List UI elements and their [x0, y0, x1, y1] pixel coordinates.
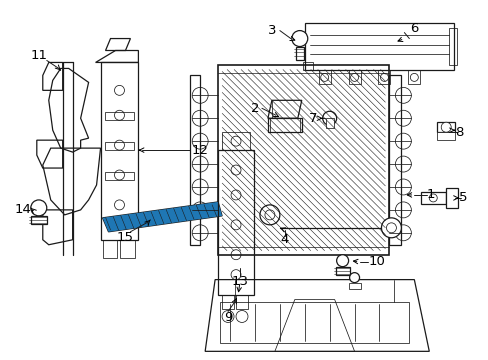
Bar	[101, 62, 138, 240]
Text: 9: 9	[224, 311, 232, 324]
Bar	[421, 192, 446, 204]
Bar	[220, 302, 408, 343]
Bar	[407, 71, 420, 84]
Bar	[190, 75, 200, 245]
Bar	[218, 66, 388, 255]
Circle shape	[222, 310, 234, 323]
Text: 3: 3	[267, 24, 276, 37]
Bar	[436, 122, 454, 132]
Text: 6: 6	[409, 22, 418, 35]
Circle shape	[260, 205, 279, 225]
Text: 5: 5	[458, 192, 467, 204]
Bar	[335, 267, 349, 275]
Circle shape	[322, 111, 336, 125]
Text: 11: 11	[30, 49, 47, 62]
Circle shape	[291, 31, 307, 46]
Text: 8: 8	[454, 126, 463, 139]
Bar	[446, 188, 457, 208]
Bar	[236, 294, 247, 310]
Text: 7: 7	[308, 112, 316, 125]
Bar	[104, 112, 134, 120]
Bar	[304, 23, 453, 71]
Bar	[120, 240, 135, 258]
Circle shape	[440, 122, 450, 132]
Circle shape	[236, 310, 247, 323]
Text: 14: 14	[14, 203, 31, 216]
Bar	[436, 132, 454, 140]
Text: 10: 10	[368, 255, 385, 268]
Text: 4: 4	[280, 233, 288, 246]
Circle shape	[381, 218, 401, 238]
Bar	[222, 132, 249, 150]
Bar	[218, 150, 253, 294]
Bar	[348, 71, 360, 84]
Bar	[378, 71, 389, 84]
Bar	[295, 46, 303, 60]
Bar	[222, 294, 234, 310]
Bar	[348, 283, 360, 289]
Circle shape	[336, 255, 348, 267]
Text: 12: 12	[191, 144, 208, 157]
Bar	[448, 28, 456, 66]
Bar	[325, 118, 333, 128]
Text: 15: 15	[117, 231, 134, 244]
Bar	[102, 240, 117, 258]
Circle shape	[31, 200, 47, 216]
Text: 2: 2	[250, 102, 259, 115]
Bar	[267, 118, 301, 132]
Text: 13: 13	[231, 275, 248, 288]
Bar	[31, 216, 47, 224]
Bar	[302, 62, 312, 71]
Bar	[388, 75, 401, 245]
Polygon shape	[102, 202, 222, 232]
Text: 1: 1	[426, 188, 435, 202]
Bar	[104, 142, 134, 150]
Circle shape	[349, 273, 359, 283]
Bar	[318, 71, 330, 84]
Bar	[104, 172, 134, 180]
